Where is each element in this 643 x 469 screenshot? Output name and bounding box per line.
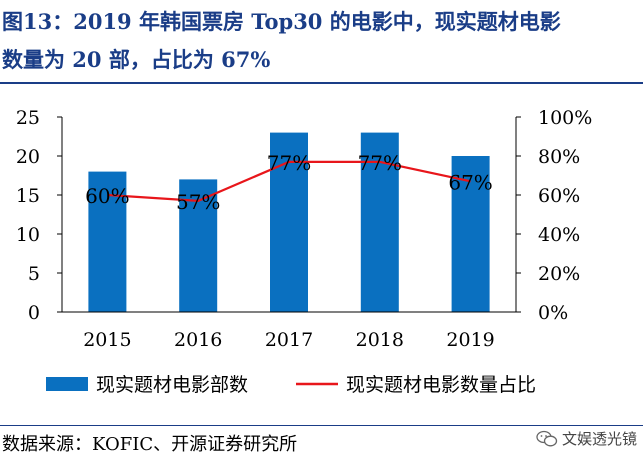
x-tick-label: 2016 [174, 329, 222, 351]
share-label-2019: 67% [448, 170, 492, 194]
right-tick-label: 80% [538, 146, 580, 168]
legend-line-label: 现实题材电影数量占比 [346, 374, 536, 396]
x-tick-label: 2019 [446, 329, 494, 351]
share-line [107, 160, 471, 202]
right-tick-label: 60% [538, 185, 580, 207]
right-tick-label: 100% [538, 107, 592, 129]
legend: 现实题材电影部数 现实题材电影数量占比 [46, 374, 536, 396]
share-label-2017: 77% [267, 151, 311, 175]
watermark-text: 文娱透光镜 [561, 430, 637, 448]
right-tick-label: 0% [538, 302, 568, 324]
bar-series [88, 132, 490, 312]
title-line-2: 数量为 20 部，占比为 67% [2, 47, 271, 72]
title-divider [0, 82, 643, 84]
left-tick-label: 15 [16, 185, 40, 207]
source-note: 数据来源：KOFIC、开源证券研究所 [2, 434, 298, 455]
line-series [107, 160, 471, 202]
title-line-1: 图13：2019 年韩国票房 Top30 的电影中，现实题材电影 [2, 9, 561, 34]
share-label-2015: 60% [85, 184, 129, 208]
left-tick-label: 20 [16, 146, 40, 168]
watermark: 文娱透光镜 [536, 428, 637, 449]
x-axis-ticks: 2015 2016 2017 2018 2019 [83, 329, 495, 351]
right-tick-label: 20% [538, 263, 580, 285]
line-data-labels: 60% 57% 77% 77% 67% [85, 151, 493, 214]
x-tick-label: 2015 [83, 329, 131, 351]
bar-2019 [451, 156, 490, 312]
left-tick-label: 10 [16, 224, 40, 246]
legend-bar-swatch [46, 377, 88, 391]
right-axis-ticks: 0% 20% 40% 60% 80% 100% [516, 107, 592, 324]
left-tick-label: 25 [16, 107, 40, 129]
axes [61, 117, 517, 313]
right-tick-label: 40% [538, 224, 580, 246]
legend-bar-label: 现实题材电影部数 [96, 374, 248, 396]
x-tick-label: 2018 [356, 329, 404, 351]
left-tick-label: 0 [28, 302, 40, 324]
source-divider [0, 425, 643, 426]
share-label-2016: 57% [176, 190, 220, 214]
x-tick-label: 2017 [265, 329, 313, 351]
wechat-icon [536, 430, 558, 446]
share-label-2018: 77% [358, 151, 402, 175]
left-tick-label: 5 [28, 263, 40, 285]
left-axis-ticks: 0 5 10 15 20 25 [16, 107, 62, 324]
combo-chart: 0 5 10 15 20 25 0% 20% 40% 60% 80% 100% 60% 57% 77% 7… [16, 107, 593, 396]
figure-title: 图13：2019 年韩国票房 Top30 的电影中，现实题材电影 数量为 20 … [0, 0, 643, 86]
